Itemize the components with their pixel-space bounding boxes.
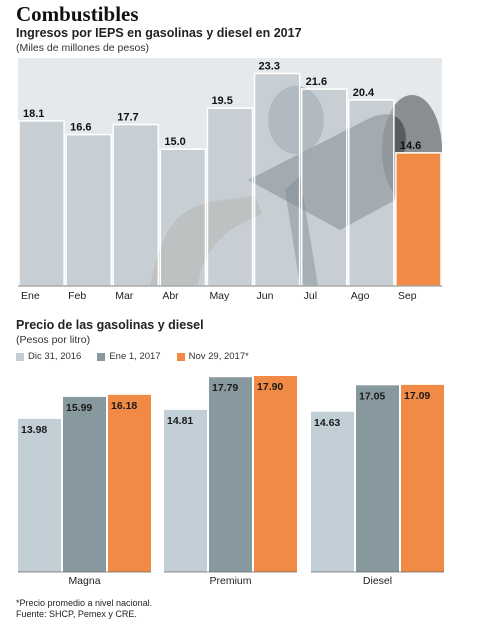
bar — [348, 99, 395, 287]
chart2-legend: Dic 31, 2016 Ene 1, 2017 Nov 29, 2017* — [16, 351, 249, 362]
bar-value-label: 23.3 — [259, 61, 280, 73]
bar — [18, 418, 61, 572]
bar-value-label: 14.63 — [314, 417, 340, 429]
x-tick-label: Mar — [115, 290, 134, 302]
bar — [164, 409, 207, 572]
bar-value-label: 17.09 — [404, 390, 430, 402]
legend-swatch — [16, 352, 24, 361]
chart1-subtitle: (Miles de millones de pesos) — [16, 42, 150, 54]
x-tick-label: Diesel — [363, 575, 392, 587]
bar-value-label: 16.6 — [70, 122, 91, 134]
bar-value-label: 14.6 — [400, 140, 421, 152]
bar — [206, 107, 254, 287]
bar — [253, 72, 301, 287]
bar — [159, 148, 207, 287]
x-tick-label: Abr — [162, 290, 179, 302]
x-tick-label: Ago — [351, 290, 370, 302]
page-title: Combustibles — [16, 2, 139, 26]
x-tick-label: Sep — [398, 290, 417, 302]
bar — [65, 133, 112, 287]
bar-value-label: 15.99 — [66, 402, 92, 414]
bar — [356, 385, 399, 572]
bar-value-label: 14.81 — [167, 415, 193, 427]
bar — [209, 377, 252, 572]
bar-value-label: 17.79 — [212, 382, 238, 394]
bar — [300, 88, 348, 287]
chart2-title: Precio de las gasolinas y diesel — [16, 318, 204, 332]
bar-value-label: 21.6 — [306, 76, 327, 88]
chart2-subtitle: (Pesos por litro) — [16, 334, 91, 346]
x-tick-label: Feb — [68, 290, 86, 302]
x-tick-label: Ene — [21, 290, 40, 302]
x-tick-label: Jun — [257, 290, 274, 302]
bar-value-label: 17.90 — [257, 381, 283, 393]
bar-value-label: 15.0 — [164, 136, 185, 148]
bar — [254, 376, 297, 572]
source-note: Fuente: SHCP, Pemex y CRE. — [16, 609, 137, 619]
chart1-title: Ingresos por IEPS en gasolinas y diesel … — [16, 26, 302, 40]
bar — [18, 120, 65, 287]
bar — [401, 384, 444, 572]
bar-value-label: 20.4 — [353, 87, 375, 99]
legend-swatch — [176, 352, 185, 361]
legend-label: Nov 29, 2017* — [188, 351, 249, 362]
x-tick-label: Jul — [304, 290, 317, 302]
legend-label: Dic 31, 2016 — [28, 351, 82, 362]
legend-item-dic: Dic 31, 2016 — [16, 351, 81, 362]
bar-value-label: 18.1 — [23, 108, 44, 120]
x-tick-label: Premium — [209, 575, 251, 587]
bar-value-label: 13.98 — [21, 424, 47, 436]
x-tick-label: Magna — [68, 575, 100, 587]
bar-value-label: 17.7 — [117, 112, 138, 124]
legend-label: Ene 1, 2017 — [109, 351, 161, 362]
bar — [63, 396, 106, 572]
bar — [108, 394, 151, 572]
bar — [311, 411, 354, 572]
legend-swatch — [97, 352, 106, 361]
bar-value-label: 19.5 — [211, 95, 232, 107]
bar — [395, 152, 442, 287]
x-tick-label: May — [209, 290, 230, 302]
photo-background-icon — [18, 58, 442, 287]
legend-item-nov: Nov 29, 2017* — [176, 351, 249, 362]
legend-item-ene: Ene 1, 2017 — [97, 351, 161, 362]
bar-value-label: 17.05 — [359, 390, 385, 402]
footnote: *Precio promedio a nivel nacional. — [16, 598, 153, 608]
bar-value-label: 16.18 — [111, 400, 137, 412]
bar — [112, 123, 160, 287]
